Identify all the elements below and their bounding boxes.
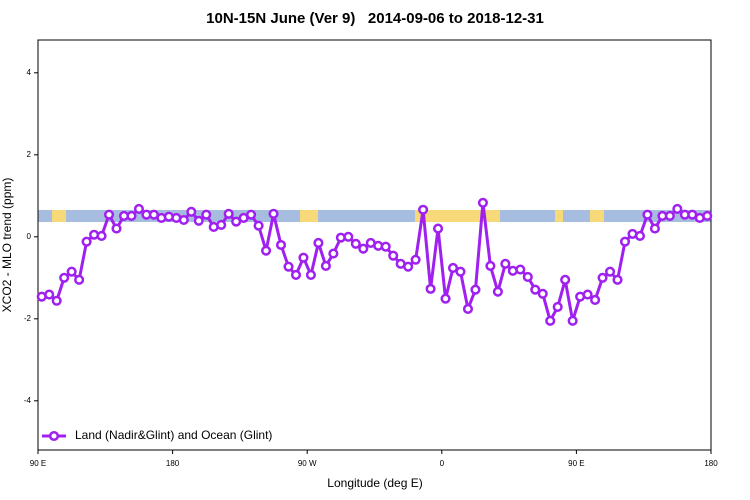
point <box>216 219 227 230</box>
point <box>522 271 533 283</box>
point <box>328 248 339 259</box>
x-tick-label: 90 E <box>568 459 584 468</box>
point <box>433 223 444 234</box>
point <box>51 295 62 306</box>
point <box>283 261 294 272</box>
point <box>231 216 242 227</box>
point <box>702 210 713 221</box>
point <box>111 223 122 234</box>
point <box>186 206 197 217</box>
point <box>664 210 675 221</box>
x-tick-label: 0 <box>440 459 445 468</box>
y-tick-label: 0 <box>27 232 32 241</box>
point <box>305 269 316 280</box>
point <box>500 258 511 269</box>
point <box>298 252 309 263</box>
point <box>290 269 302 280</box>
point <box>530 284 541 295</box>
point <box>642 209 653 220</box>
point <box>462 303 474 315</box>
point <box>612 274 623 285</box>
point <box>313 237 324 248</box>
point <box>246 209 257 220</box>
point <box>96 230 107 242</box>
point <box>59 272 70 283</box>
point <box>275 239 287 251</box>
point <box>178 214 189 226</box>
legend-label: Land (Nadir&Glint) and Ocean (Glint) <box>75 428 272 442</box>
legend-marker <box>48 430 60 442</box>
point <box>380 241 391 252</box>
point <box>470 284 481 295</box>
x-tick-label: 180 <box>704 459 718 468</box>
point <box>358 243 369 254</box>
point <box>455 266 466 277</box>
point <box>649 223 660 234</box>
plot-frame <box>37 39 712 451</box>
point <box>672 203 683 214</box>
point <box>605 266 616 277</box>
point <box>619 236 631 247</box>
point <box>485 260 496 271</box>
point <box>418 204 429 215</box>
y-axis-label: XCO2 - MLO trend (ppm) <box>0 178 14 313</box>
point <box>425 283 436 294</box>
point <box>597 272 608 283</box>
point <box>253 220 264 231</box>
point <box>126 210 137 221</box>
point <box>268 208 279 219</box>
y-tick-label: 4 <box>27 68 32 77</box>
point <box>590 294 601 305</box>
point <box>320 260 331 271</box>
point <box>81 236 92 247</box>
x-tick-label: 180 <box>166 459 180 468</box>
point <box>492 286 503 297</box>
point <box>634 230 646 242</box>
point <box>440 293 451 304</box>
point <box>343 231 354 242</box>
point <box>552 301 563 312</box>
point <box>515 264 526 275</box>
point <box>410 254 421 265</box>
point <box>447 262 459 274</box>
point <box>567 315 578 326</box>
x-tick-label: 90 W <box>298 459 317 468</box>
point <box>261 245 272 256</box>
point <box>201 209 212 220</box>
point <box>223 208 234 219</box>
point <box>44 289 55 300</box>
point <box>545 315 556 326</box>
y-tick-label: 2 <box>27 150 32 159</box>
chart-title: 10N-15N June (Ver 9) 2014-09-06 to 2018-… <box>206 10 544 27</box>
point <box>133 203 144 214</box>
y-tick-label: -4 <box>24 396 32 405</box>
point <box>388 250 399 261</box>
point <box>66 266 77 277</box>
x-axis-label: Longitude (deg E) <box>327 476 422 490</box>
point <box>537 288 548 299</box>
point <box>193 215 204 226</box>
point <box>350 238 361 249</box>
point <box>560 274 571 285</box>
point <box>74 274 85 285</box>
point <box>582 289 593 300</box>
point <box>403 261 414 272</box>
point <box>103 209 115 220</box>
y-tick-label: -2 <box>24 314 32 323</box>
point <box>477 197 488 208</box>
x-tick-label: 90 E <box>30 459 46 468</box>
